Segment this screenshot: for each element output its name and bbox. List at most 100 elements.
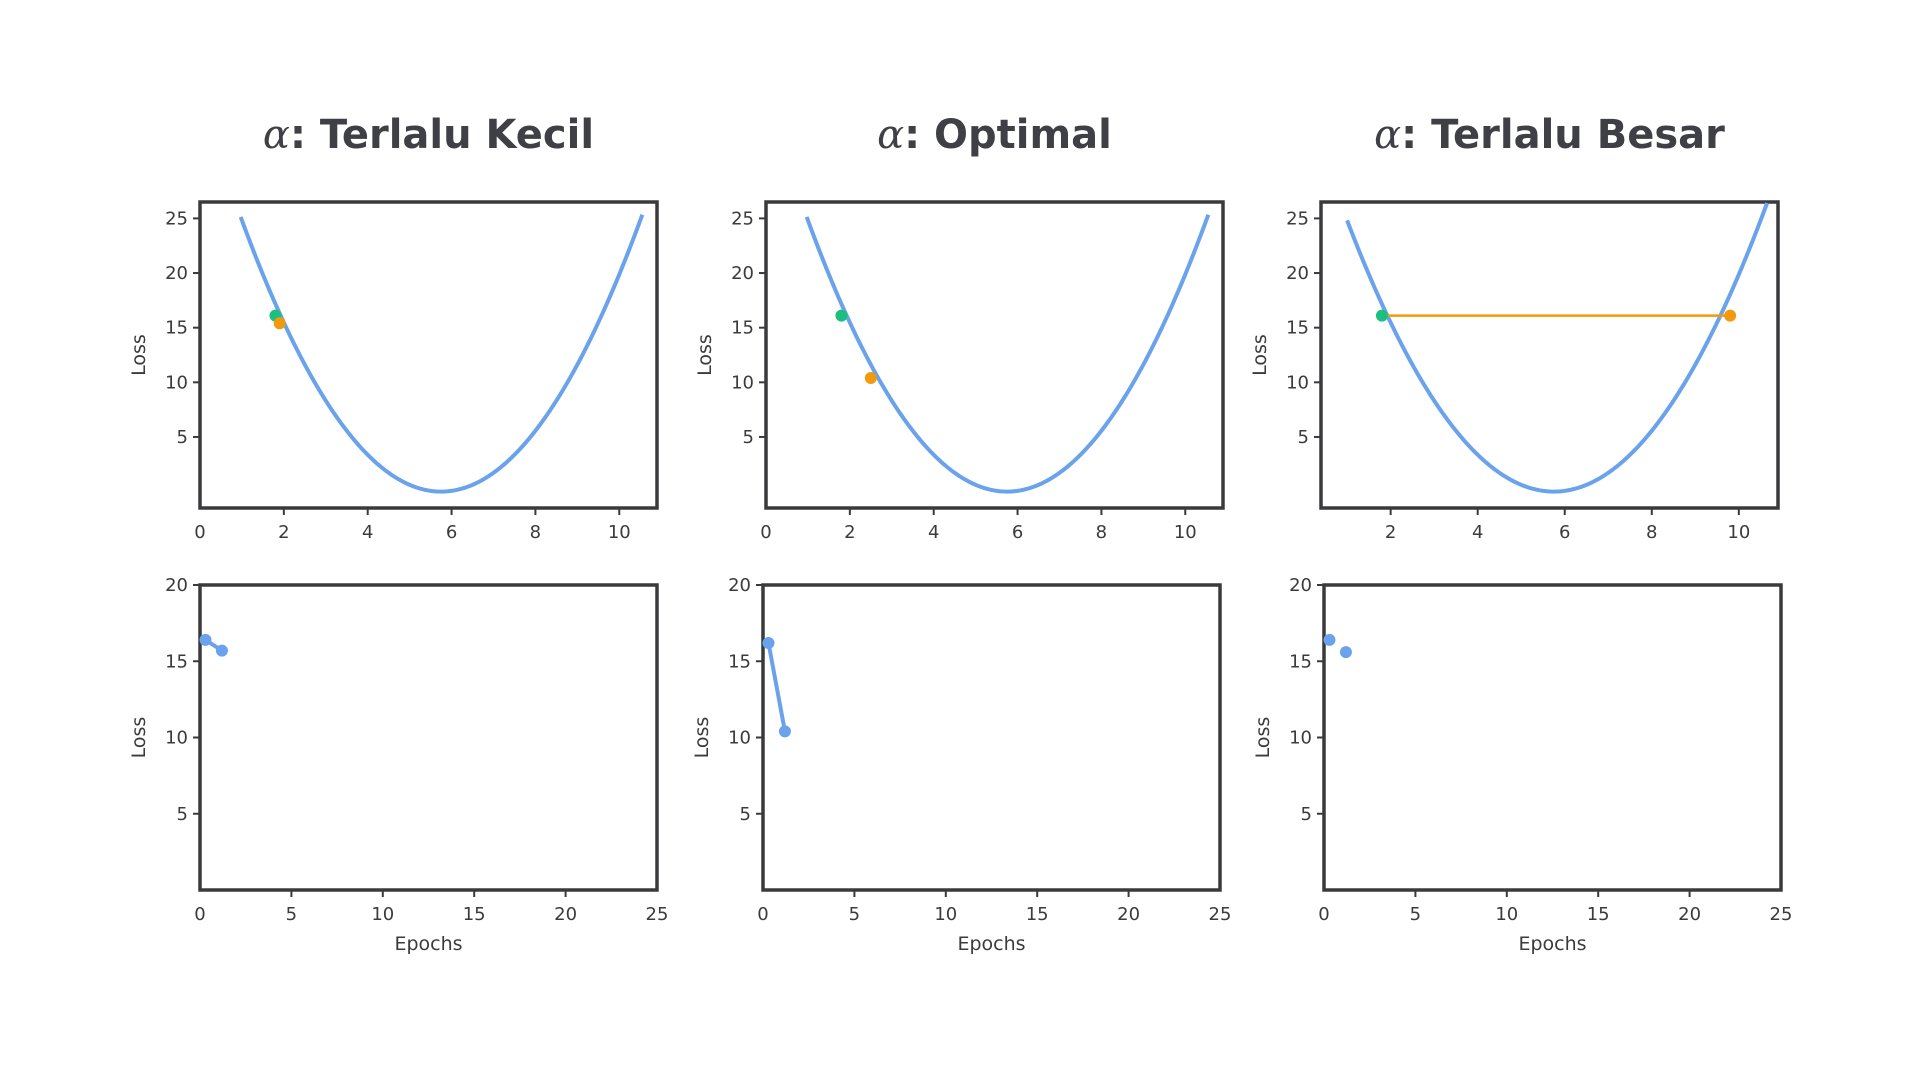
loss-curve-axes-xtick-label: 8 [530,522,541,543]
epochs-axes-xtick-label: 10 [934,904,957,925]
epochs-axes-xlabel: Epochs [957,933,1025,955]
loss-curve-axes-xtick-label: 10 [1174,522,1197,543]
loss-curve-axes-xtick-label: 6 [1012,522,1023,543]
epoch-loss-point [1339,646,1352,659]
epochs-axes-xtick-label: 0 [194,904,205,925]
loss-curve-axes-ytick-label: 20 [1286,263,1309,284]
loss-curve-line [238,213,645,494]
epochs-axes-ytick-label: 20 [165,575,188,596]
epochs-axes-xtick-label: 25 [646,904,669,925]
epochs-axes-ytick-label: 20 [728,575,751,596]
loss-curve-axes-xtick-label: 10 [1727,522,1750,543]
loss-curve-axes-xtick-label: 10 [608,522,631,543]
loss-curve-axes-ytick-label: 25 [1286,208,1309,229]
epochs-axes-xtick-label: 15 [1587,904,1610,925]
epochs-axes-frame [1322,583,1783,892]
epochs-axes-xtick-label: 15 [463,904,486,925]
loss-curve-axes-xtick-label: 2 [1385,522,1396,543]
epochs-axes-ytick-label: 15 [165,651,188,672]
alpha-symbol: α [1374,112,1401,158]
loss-curve-axes-ytick-label: 10 [1286,372,1309,393]
epochs-axes-xtick-label: 0 [1318,904,1329,925]
loss-curve-axes-xtick-label: 0 [760,522,771,543]
epochs-axes-ytick-label: 5 [740,804,751,825]
epochs-axes-xtick-label: 10 [1495,904,1518,925]
loss-curve-axes-ytick-label: 25 [165,208,188,229]
epochs-axes-xtick-label: 25 [1770,904,1793,925]
epochs-axes-xtick-label: 20 [554,904,577,925]
panel-title: α: Terlalu Kecil [263,112,594,158]
epochs-axes-xlabel: Epochs [394,933,462,955]
epoch-loss-point [778,725,791,738]
loss-curve-axes-frame [198,200,659,510]
loss-curve-axes-ylabel: Loss [1249,334,1271,376]
epochs-axes-xtick-label: 5 [849,904,860,925]
start-point-marker [835,309,848,322]
epochs-axes-xtick-label: 5 [1410,904,1421,925]
epoch-loss-point [762,636,775,649]
loss-curve-axes-xtick-label: 6 [1559,522,1570,543]
alpha-symbol: α [877,112,904,158]
loss-curve-axes-xtick-label: 6 [446,522,457,543]
loss-curve-axes-ytick-label: 15 [1286,318,1309,339]
panel-1: α: Terlalu Kecil 0 2 4 6 8 10 5 10 15 20 25 Loss 0 5 10… [128,112,668,955]
title-text: : Optimal [904,112,1112,158]
epochs-axes-xtick-label: 20 [1117,904,1140,925]
loss-curve-axes-xtick-label: 4 [362,522,373,543]
loss-curve-axes-ytick-label: 15 [165,318,188,339]
loss-curve-axes-ylabel: Loss [694,334,716,376]
loss-curve-axes-ytick-label: 5 [1298,427,1309,448]
loss-curve-axes-frame [764,200,1225,510]
loss-curve-axes-ylabel: Loss [128,334,150,376]
loss-curve-axes-ytick-label: 10 [165,372,188,393]
loss-curve-axes-frame [1319,200,1780,510]
loss-curve-axes-ytick-label: 25 [731,208,754,229]
epochs-axes-ytick-label: 15 [728,651,751,672]
epochs-axes-xlabel: Epochs [1518,933,1586,955]
epochs-axes-frame [761,583,1222,892]
loss-curve-axes-ytick-label: 20 [165,263,188,284]
epochs-axes-xtick-label: 20 [1678,904,1701,925]
epochs-axes-ytick-label: 10 [728,728,751,749]
loss-curve-axes-xtick-label: 2 [844,522,855,543]
panel-title: α: Terlalu Besar [1374,112,1725,158]
loss-curve-axes-xtick-label: 0 [194,522,205,543]
loss-curve-line [804,213,1211,494]
epochs-axes-ytick-label: 5 [1301,804,1312,825]
panel-title: α: Optimal [877,112,1112,158]
epoch-loss-point [199,633,212,646]
loss-curve-axes-ytick-label: 20 [731,263,754,284]
epochs-axes-xtick-label: 15 [1026,904,1049,925]
title-text: : Terlalu Besar [1401,112,1725,158]
loss-curve-axes-xtick-label: 2 [278,522,289,543]
loss-curve-axes-ytick-label: 5 [743,427,754,448]
loss-curve-line [1345,202,1769,494]
loss-curve-axes-ytick-label: 5 [177,427,188,448]
epochs-axes-ylabel: Loss [691,717,713,759]
epochs-axes-ytick-label: 20 [1289,575,1312,596]
alpha-symbol: α [263,112,290,158]
panel-3: α: Terlalu Besar 2 4 6 8 10 5 10 15 20 25 Loss 0 5 10 1… [1249,112,1792,955]
next-point-marker [273,317,286,330]
epochs-axes-ytick-label: 15 [1289,651,1312,672]
epoch-loss-point [215,644,228,657]
loss-curve-axes-xtick-label: 8 [1646,522,1657,543]
loss-curve-axes-xtick-label: 4 [1472,522,1483,543]
epoch-loss-line [766,642,787,732]
epochs-axes-xtick-label: 0 [757,904,768,925]
epochs-axes-frame [198,583,659,892]
epochs-axes-xtick-label: 10 [371,904,394,925]
epochs-axes-ytick-label: 5 [177,804,188,825]
loss-curve-axes-xtick-label: 4 [928,522,939,543]
next-point-marker [1724,309,1737,322]
loss-curve-axes-xtick-label: 8 [1096,522,1107,543]
loss-curve-axes-ytick-label: 10 [731,372,754,393]
epochs-axes-ytick-label: 10 [165,728,188,749]
next-point-marker [864,371,877,384]
epochs-axes-xtick-label: 25 [1209,904,1232,925]
loss-curve-axes-ytick-label: 15 [731,318,754,339]
epochs-axes-ylabel: Loss [128,717,150,759]
epoch-loss-point [1323,633,1336,646]
title-text: : Terlalu Kecil [290,112,594,158]
